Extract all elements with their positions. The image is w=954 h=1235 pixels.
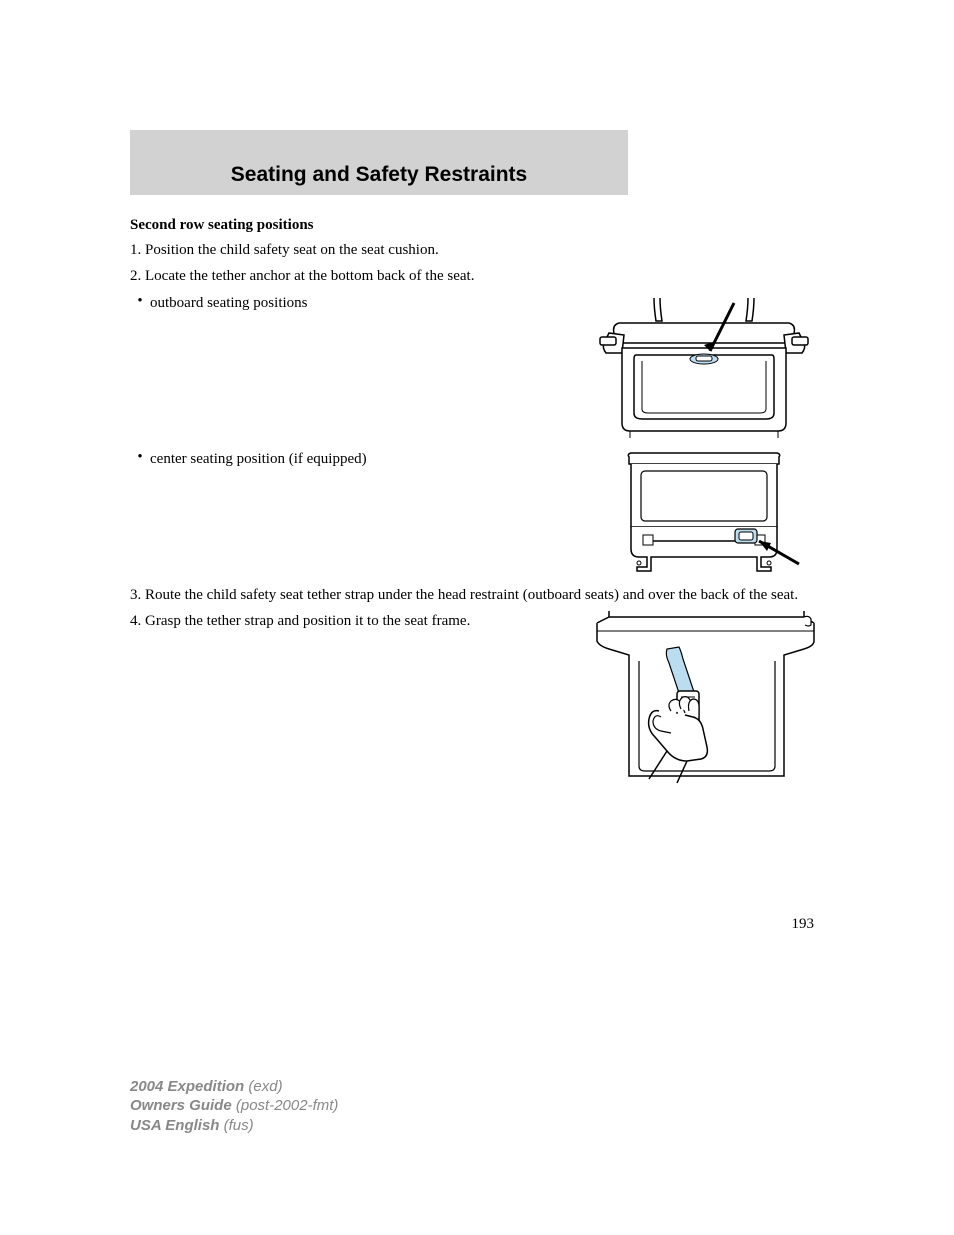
bullet-2-text: center seating position (if equipped) — [150, 449, 367, 469]
subheading: Second row seating positions — [130, 217, 824, 234]
bullet-1: • outboard seating positions — [130, 293, 574, 313]
figure-tether-strap-illustration — [589, 611, 819, 786]
body-text: Second row seating positions 1. Position… — [130, 217, 824, 933]
page-content: Seating and Safety Restraints Second row… — [0, 0, 954, 933]
section-header-band: Seating and Safety Restraints — [130, 130, 628, 195]
page-number: 193 — [130, 916, 824, 933]
footer-line-3-italic: (fus) — [224, 1117, 254, 1134]
footer-line-3-bold: USA English — [130, 1117, 219, 1134]
bullet-1-text: outboard seating positions — [150, 293, 308, 313]
footer: 2004 Expedition (exd) Owners Guide (post… — [130, 1077, 338, 1136]
bullet-2-text-col: • center seating position (if equipped) — [130, 449, 574, 473]
footer-line-1: 2004 Expedition (exd) — [130, 1077, 338, 1097]
step-3: 3. Route the child safety seat tether st… — [130, 585, 824, 605]
bullet-glyph: • — [130, 449, 150, 466]
figure-center-seat-illustration — [599, 449, 809, 579]
footer-line-2-bold: Owners Guide — [130, 1097, 232, 1114]
figure-1-col — [584, 293, 824, 443]
step-4: 4. Grasp the tether strap and position i… — [130, 611, 574, 631]
section-title: Seating and Safety Restraints — [231, 163, 527, 187]
footer-line-3: USA English (fus) — [130, 1116, 338, 1136]
figure-outboard-seat-illustration — [594, 293, 814, 443]
figure-3-col — [584, 611, 824, 786]
footer-line-2: Owners Guide (post-2002-fmt) — [130, 1096, 338, 1116]
bullet-glyph: • — [130, 293, 150, 310]
step-1: 1. Position the child safety seat on the… — [130, 240, 824, 260]
footer-line-1-bold: 2004 Expedition — [130, 1078, 244, 1095]
footer-line-1-italic: (exd) — [248, 1078, 282, 1095]
bullet-1-text-col: • outboard seating positions — [130, 293, 574, 317]
step-4-text-col: 4. Grasp the tether strap and position i… — [130, 611, 574, 637]
step-4-row: 4. Grasp the tether strap and position i… — [130, 611, 824, 786]
footer-line-2-italic: (post-2002-fmt) — [236, 1097, 339, 1114]
bullet-2-row: • center seating position (if equipped) — [130, 449, 824, 579]
step-2: 2. Locate the tether anchor at the botto… — [130, 266, 824, 286]
bullet-2: • center seating position (if equipped) — [130, 449, 574, 469]
figure-2-col — [584, 449, 824, 579]
bullet-1-row: • outboard seating positions — [130, 293, 824, 443]
